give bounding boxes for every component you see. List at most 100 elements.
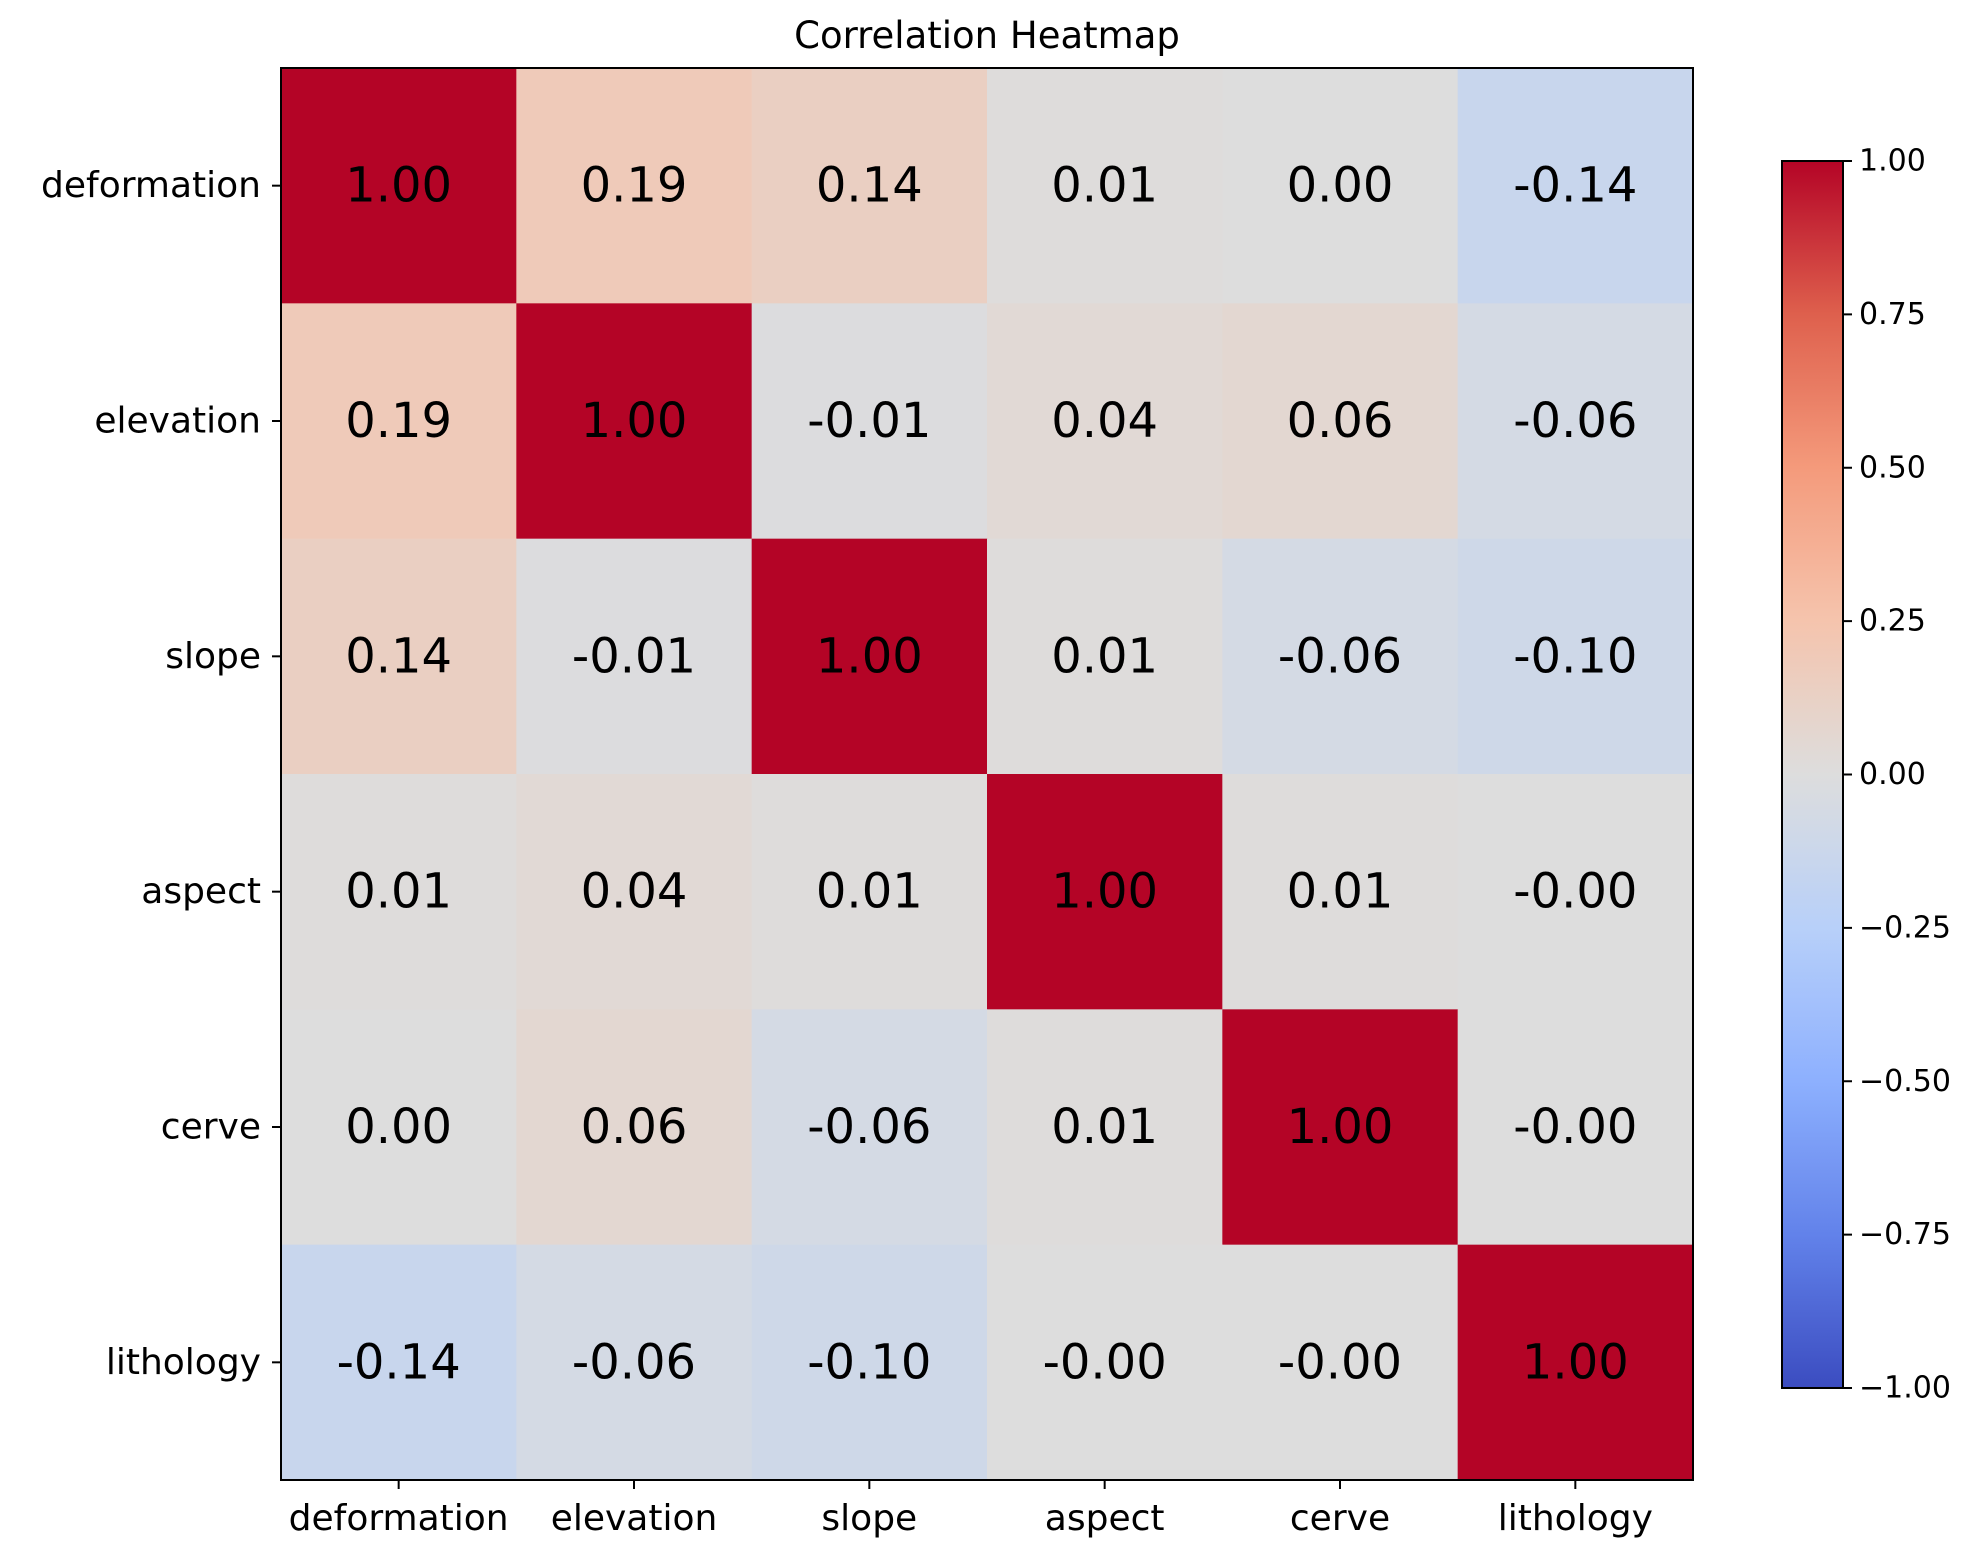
heatmap-cell <box>1457 68 1694 304</box>
cell-value-label: -0.06 <box>807 1099 931 1155</box>
cell-value-label: 0.06 <box>1287 393 1394 449</box>
colorbar-gradient-bar <box>1781 160 1844 1389</box>
heatmap-cell <box>751 1244 988 1481</box>
heatmap-cell <box>751 1009 988 1246</box>
heatmap-cell <box>516 774 753 1010</box>
heatmap-cell <box>1222 538 1459 775</box>
heatmap-cell <box>1457 1009 1694 1246</box>
chart-title: Correlation Heatmap <box>794 14 1180 57</box>
heatmap-cell <box>987 538 1223 775</box>
colorbar-tick-label: −0.75 <box>1859 1217 1951 1252</box>
y-tick-label: deformation <box>41 165 261 206</box>
cell-value-label: 0.04 <box>1051 393 1158 449</box>
cell-value-label: 0.19 <box>581 158 688 214</box>
x-tick-label: elevation <box>551 1498 718 1539</box>
heatmap-cell <box>1457 538 1694 775</box>
cell-value-label: -0.06 <box>1278 628 1402 684</box>
cell-value-label: 0.06 <box>581 1099 688 1155</box>
heatmap-cell <box>751 303 988 540</box>
heatmap-cell <box>516 1009 753 1246</box>
heatmap-cell <box>281 538 517 775</box>
cell-value-label: -0.00 <box>1513 864 1637 920</box>
y-tick-label: aspect <box>141 871 261 912</box>
cell-value-label: 1.00 <box>1051 864 1158 920</box>
y-axis: deformation elevation slope aspect cerve lith… <box>41 165 281 1383</box>
heatmap-cell <box>987 303 1223 540</box>
colorbar-tick-label: −0.50 <box>1859 1064 1951 1099</box>
cell-value-label: 0.14 <box>345 628 452 684</box>
cell-value-label: 1.00 <box>1287 1099 1394 1155</box>
colorbar-tick-label: 0.75 <box>1859 297 1926 332</box>
heatmap-cell <box>516 538 753 775</box>
cell-value-label: -0.10 <box>1513 628 1637 684</box>
heatmap-cell <box>1222 1244 1459 1481</box>
colorbar-tick-label: 0.00 <box>1859 757 1926 792</box>
x-tick-label: cerve <box>1290 1498 1390 1539</box>
cell-value-label: -0.00 <box>1513 1099 1637 1155</box>
cell-value-label: -0.01 <box>807 393 931 449</box>
heatmap-cell-labels: 1.00 0.19 0.14 0.01 0.00 -0.14 0.19 1.00 -0.01 0.… <box>337 158 1638 1391</box>
plot-frame <box>280 67 1694 1481</box>
heatmap-cell <box>281 1244 517 1481</box>
x-tick-label: aspect <box>1045 1498 1165 1539</box>
colorbar-tick-label: 0.50 <box>1859 450 1926 485</box>
cell-value-label: 1.00 <box>345 158 452 214</box>
heatmap-cell <box>1222 774 1459 1010</box>
cell-value-label: 0.01 <box>1287 864 1394 920</box>
heatmap-cell <box>516 68 753 304</box>
cell-value-label: -0.10 <box>807 1334 931 1390</box>
cell-value-label: 0.00 <box>345 1099 452 1155</box>
heatmap-cell <box>751 68 988 304</box>
heatmap-cell <box>1457 1244 1694 1481</box>
y-tick-label: cerve <box>161 1107 261 1148</box>
heatmap-cell <box>281 303 517 540</box>
cell-value-label: 0.00 <box>1287 158 1394 214</box>
colorbar-tick-label: −1.00 <box>1859 1371 1951 1406</box>
x-tick-label: deformation <box>289 1498 509 1539</box>
x-tick-label: slope <box>821 1498 917 1539</box>
cell-value-label: -0.00 <box>1278 1334 1402 1390</box>
heatmap-cell <box>987 68 1223 304</box>
cell-value-label: 0.01 <box>1051 628 1158 684</box>
heatmap-cell <box>1457 303 1694 540</box>
x-axis: deformation elevation slope aspect cerve lith… <box>289 1480 1653 1539</box>
cell-value-label: -0.01 <box>572 628 696 684</box>
cell-value-label: 0.01 <box>1051 158 1158 214</box>
heatmap-cell <box>987 1009 1223 1246</box>
heatmap-cell <box>751 538 988 775</box>
heatmap-cell <box>281 68 517 304</box>
heatmap-cells <box>281 68 1694 1481</box>
cell-value-label: 0.01 <box>1051 1099 1158 1155</box>
heatmap-cell <box>1222 1009 1459 1246</box>
cell-value-label: -0.00 <box>1043 1334 1167 1390</box>
cell-value-label: -0.14 <box>1513 158 1637 214</box>
heatmap-cell <box>281 774 517 1010</box>
heatmap-cell <box>281 1009 517 1246</box>
heatmap-cell <box>751 774 988 1010</box>
cell-value-label: 1.00 <box>816 628 923 684</box>
cell-value-label: -0.06 <box>1513 393 1637 449</box>
cell-value-label: -0.06 <box>572 1334 696 1390</box>
cell-value-label: 0.19 <box>345 393 452 449</box>
heatmap-cell <box>987 774 1223 1010</box>
heatmap-cell <box>516 303 753 540</box>
heatmap-cell <box>1222 68 1459 304</box>
colorbar: 1.00 0.75 0.50 0.25 0.00 −0.25 −0.50 −0.75 −1.00 <box>1781 144 1951 1406</box>
y-tick-label: lithology <box>106 1342 261 1383</box>
colorbar-tick-label: 0.25 <box>1859 604 1926 639</box>
heatmap-cell <box>516 1244 753 1481</box>
heatmap-cell <box>1222 303 1459 540</box>
cell-value-label: 0.14 <box>816 158 923 214</box>
cell-value-label: 1.00 <box>581 393 688 449</box>
colorbar-ticks: 1.00 0.75 0.50 0.25 0.00 −0.25 −0.50 −0.75 −1.00 <box>1843 144 1951 1406</box>
cell-value-label: 0.01 <box>345 864 452 920</box>
cell-value-label: 0.01 <box>816 864 923 920</box>
y-tick-label: slope <box>165 636 261 677</box>
heatmap-cell <box>987 1244 1223 1481</box>
x-tick-label: lithology <box>1498 1498 1653 1539</box>
cell-value-label: 1.00 <box>1522 1334 1629 1390</box>
heatmap-cell <box>1457 774 1694 1010</box>
colorbar-tick-label: 1.00 <box>1859 144 1926 179</box>
cell-value-label: 0.04 <box>581 864 688 920</box>
